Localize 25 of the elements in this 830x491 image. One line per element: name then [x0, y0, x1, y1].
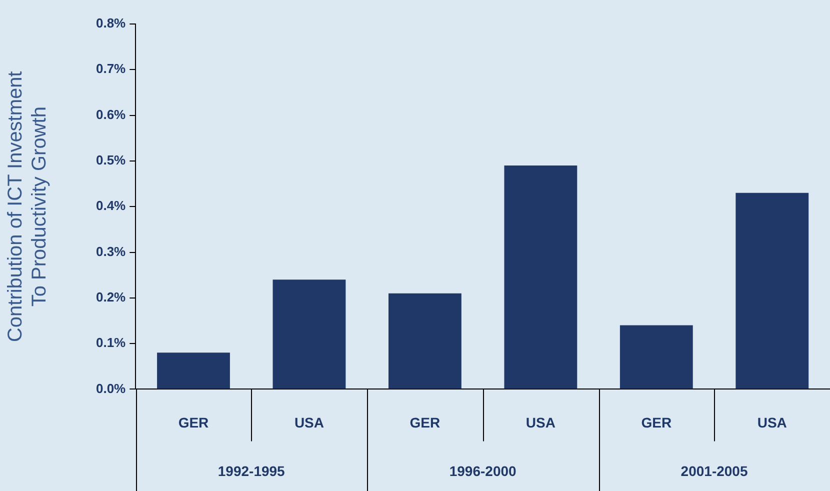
y-tick-label: 0.7%: [96, 61, 126, 76]
bar: [504, 166, 578, 389]
y-tick-label: 0.3%: [96, 244, 126, 259]
y-tick-label: 0.5%: [96, 152, 126, 168]
y-tick-label: 0.1%: [96, 335, 126, 350]
x-tick-label: GER: [178, 414, 209, 430]
y-tick-label: 0.8%: [96, 16, 126, 31]
x-tick-label: GER: [641, 414, 672, 430]
x-tick-label: GER: [410, 414, 440, 430]
text: 1996-2000: [449, 463, 517, 480]
y-axis-title: Contribution of ICT Investment To Productivity Growth: [4, 70, 51, 342]
y-tick-label: 0.6%: [96, 106, 126, 122]
bar: [157, 352, 230, 389]
x-tick-label: USA: [294, 414, 324, 430]
bar: [736, 192, 809, 389]
x-tick-label: USA: [757, 414, 787, 430]
y-tick-label: 0.2%: [96, 289, 126, 304]
bar: [620, 325, 693, 389]
y-tick-label: 0.0%: [96, 380, 126, 396]
y-tick-label: 0.4%: [96, 198, 126, 214]
bar: [272, 280, 346, 389]
x-tick-label: USA: [526, 414, 556, 430]
bar: [388, 293, 462, 389]
text: 1992-1995: [218, 463, 286, 480]
text: 2001-2005: [680, 463, 748, 480]
